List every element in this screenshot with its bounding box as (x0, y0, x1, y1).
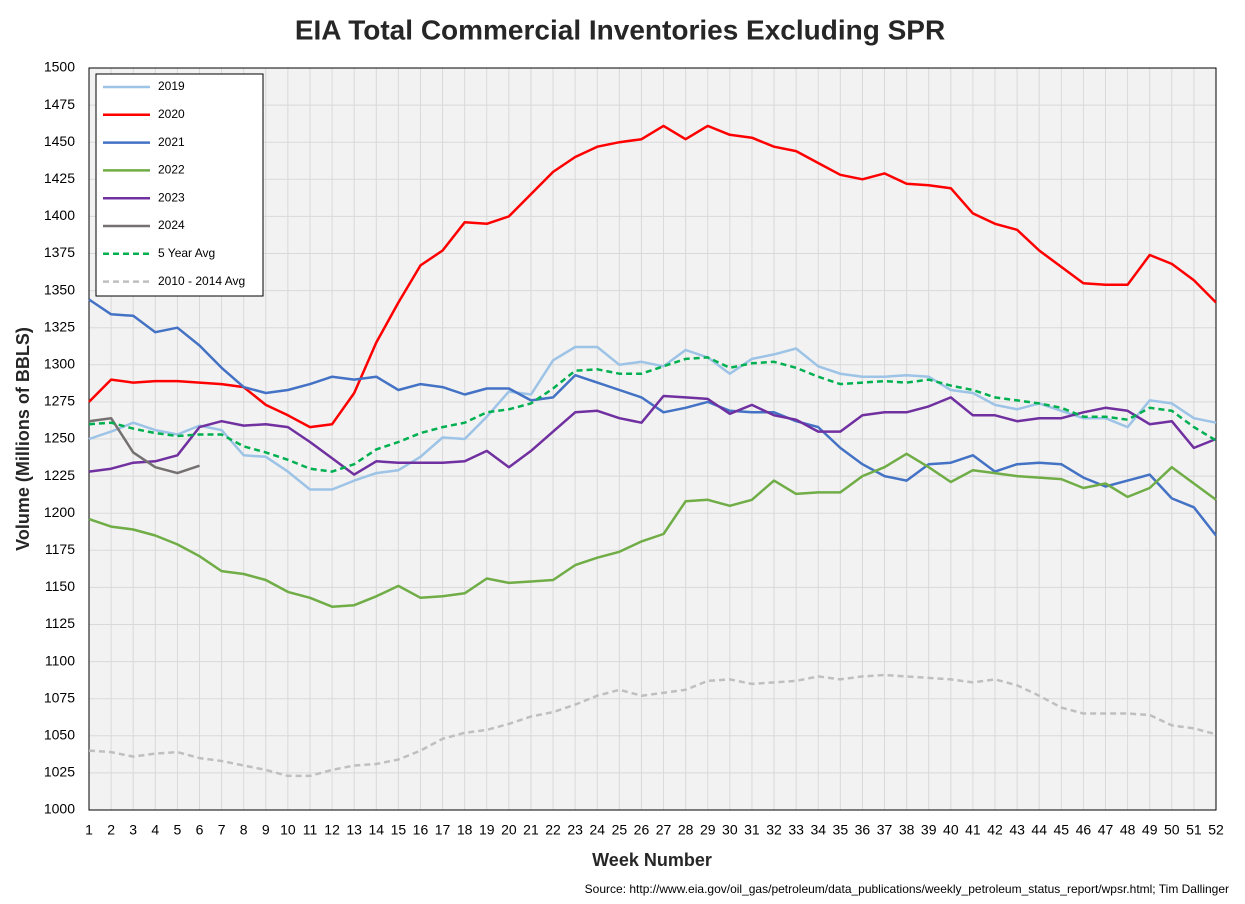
x-tick-label: 1 (85, 822, 93, 838)
x-tick-label: 16 (413, 822, 429, 838)
y-tick-label: 1150 (45, 578, 75, 594)
x-tick-label: 48 (1120, 822, 1136, 838)
x-tick-label: 32 (766, 822, 782, 838)
x-tick-label: 30 (722, 822, 738, 838)
x-tick-label: 4 (151, 822, 159, 838)
legend-label: 2010 - 2014 Avg (158, 274, 245, 288)
series-line (88, 452, 1217, 608)
x-tick-label: 23 (567, 822, 583, 838)
y-tick-label: 1125 (45, 615, 75, 631)
y-tick-label: 1475 (44, 96, 75, 112)
x-axis-title: Week Number (592, 850, 712, 870)
x-tick-label: 5 (173, 822, 181, 838)
x-tick-label: 38 (899, 822, 915, 838)
legend-label: 2021 (158, 135, 185, 149)
x-tick-label: 44 (1031, 822, 1047, 838)
y-tick-label: 1325 (44, 318, 75, 334)
legend-label: 5 Year Avg (158, 246, 215, 260)
x-tick-label: 45 (1054, 822, 1070, 838)
y-tick-label: 1250 (44, 430, 75, 446)
y-tick-label: 1225 (44, 467, 75, 483)
legend-label: 2023 (158, 190, 185, 204)
x-tick-label: 46 (1076, 822, 1092, 838)
x-tick-label: 26 (634, 822, 650, 838)
x-tick-label: 15 (391, 822, 407, 838)
x-tick-label: 22 (545, 822, 561, 838)
x-tick-label: 50 (1164, 822, 1180, 838)
x-tick-label: 36 (855, 822, 871, 838)
y-tick-label: 1500 (44, 59, 75, 75)
y-tick-label: 1025 (44, 764, 75, 780)
series-line (88, 124, 1217, 429)
y-tick-label: 1175 (45, 541, 75, 557)
y-tick-label: 1425 (44, 170, 75, 186)
x-tick-label: 21 (523, 822, 539, 838)
x-tick-label: 42 (987, 822, 1003, 838)
x-tick-label: 52 (1208, 822, 1224, 838)
y-tick-label: 1400 (44, 207, 75, 223)
series-line (88, 356, 1217, 473)
x-tick-label: 27 (656, 822, 672, 838)
x-tick-label: 2 (107, 822, 115, 838)
x-tick-label: 43 (1009, 822, 1025, 838)
x-tick-label: 19 (479, 822, 495, 838)
x-tick-label: 40 (943, 822, 959, 838)
x-tick-label: 37 (877, 822, 893, 838)
x-tick-label: 25 (612, 822, 628, 838)
x-tick-label: 6 (196, 822, 204, 838)
x-tick-label: 20 (501, 822, 517, 838)
chart-title: EIA Total Commercial Inventories Excludi… (295, 14, 945, 45)
y-tick-label: 1300 (44, 356, 75, 372)
legend-label: 2022 (158, 163, 185, 177)
x-tick-label: 39 (921, 822, 937, 838)
x-tick-label: 18 (457, 822, 473, 838)
y-tick-label: 1000 (44, 801, 75, 817)
x-tick-label: 33 (788, 822, 804, 838)
series-line (88, 416, 200, 475)
x-tick-label: 11 (303, 822, 318, 838)
x-tick-label: 24 (589, 822, 605, 838)
x-tick-label: 13 (346, 822, 362, 838)
series-line (88, 345, 1217, 491)
series-line (88, 673, 1217, 778)
series-line (88, 394, 1217, 476)
series-line (88, 298, 1217, 537)
source-note: Source: http://www.eia.gov/oil_gas/petro… (585, 882, 1229, 896)
x-tick-label: 31 (744, 822, 760, 838)
x-tick-label: 9 (262, 822, 270, 838)
legend-label: 2020 (158, 107, 185, 121)
x-tick-label: 51 (1186, 822, 1202, 838)
legend-box (95, 73, 264, 297)
x-tick-label: 34 (810, 822, 826, 838)
x-tick-label: 41 (965, 822, 981, 838)
y-tick-label: 1200 (44, 504, 75, 520)
y-tick-label: 1275 (44, 393, 75, 409)
y-tick-label: 1350 (44, 281, 75, 297)
y-tick-label: 1375 (44, 244, 75, 260)
y-tick-label: 1050 (44, 727, 75, 743)
x-tick-label: 3 (129, 822, 137, 838)
x-tick-label: 17 (435, 822, 451, 838)
y-tick-label: 1075 (44, 689, 75, 705)
x-tick-label: 47 (1098, 822, 1114, 838)
x-tick-label: 35 (833, 822, 849, 838)
y-tick-label: 1100 (45, 652, 75, 668)
legend-label: 2019 (158, 79, 185, 93)
x-tick-label: 14 (368, 822, 384, 838)
x-tick-label: 8 (240, 822, 248, 838)
legend-label: 2024 (158, 218, 185, 232)
x-tick-label: 28 (678, 822, 694, 838)
x-tick-label: 49 (1142, 822, 1158, 838)
y-tick-label: 1450 (44, 133, 75, 149)
x-tick-label: 29 (700, 822, 716, 838)
x-tick-label: 7 (218, 822, 226, 838)
y-axis-title: Volume (Millions of BBLS) (13, 327, 33, 551)
x-tick-label: 10 (280, 822, 296, 838)
x-tick-label: 12 (324, 822, 340, 838)
